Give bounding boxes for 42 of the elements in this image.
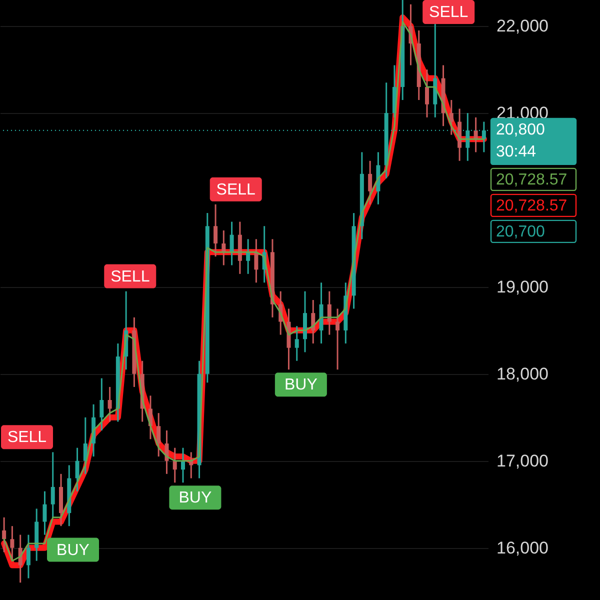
- candlestick: [294, 325, 299, 362]
- text: 30:44: [496, 143, 536, 160]
- candlestick: [26, 534, 30, 580]
- candlestick: [214, 204, 218, 258]
- candlestick: [311, 299, 316, 344]
- text: 20,728.57: [496, 171, 568, 188]
- candlestick: [230, 220, 234, 266]
- candlestick: [2, 516, 6, 553]
- y-tick-label: 19,000: [496, 277, 548, 296]
- candlestick: [254, 238, 258, 284]
- y-tick-label: 16,000: [496, 538, 548, 558]
- candlestick: [100, 378, 104, 432]
- candlestick: [50, 451, 55, 518]
- candlestick: [164, 430, 169, 475]
- candlestick: [181, 447, 185, 484]
- annotation: BUY: [178, 490, 212, 507]
- candlestick: [42, 490, 47, 536]
- candlestick: [83, 416, 88, 475]
- y-tick-label: 18,000: [496, 364, 548, 384]
- annotation: BUY: [56, 542, 90, 559]
- ref-line-label: 20,800: [496, 121, 546, 138]
- text: 20,728.57: [496, 197, 568, 214]
- y-tick-label: 22,000: [496, 16, 548, 36]
- candlestick: [474, 116, 478, 153]
- annotation: SELL: [110, 268, 150, 286]
- candlestick: [246, 238, 250, 275]
- candlestick: [10, 525, 14, 562]
- text: 20,700: [496, 223, 546, 240]
- annotation: BUY: [284, 376, 318, 394]
- annotation: SELL: [429, 4, 468, 21]
- annotation: SELL: [216, 181, 256, 198]
- y-tick-label: 17,000: [496, 451, 548, 470]
- candlestick: [108, 386, 112, 422]
- candlestick: [75, 447, 80, 492]
- candlestick: [368, 160, 372, 206]
- candlestick: [156, 412, 161, 458]
- annotation: SELL: [7, 429, 47, 446]
- candlestick: [425, 68, 429, 118]
- candlestick: [222, 230, 226, 266]
- candlestick: [449, 99, 454, 136]
- candlestick: [336, 308, 340, 370]
- candlestick: [172, 447, 177, 484]
